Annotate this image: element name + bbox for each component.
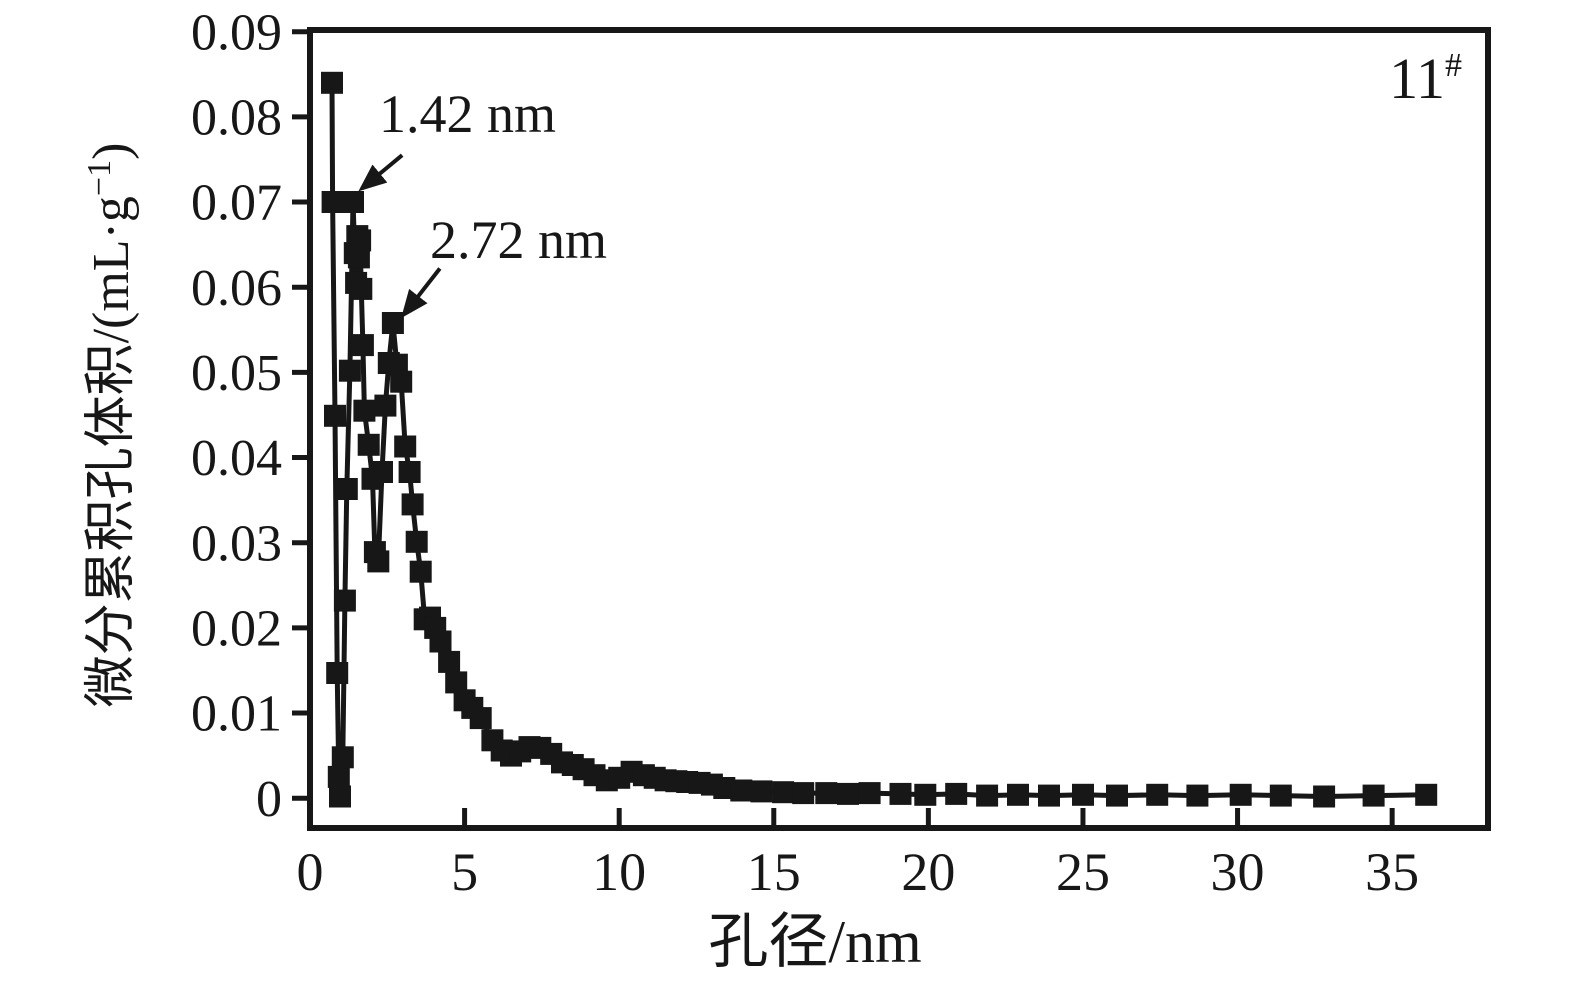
data-point-marker [390, 370, 413, 393]
y-axis-title-superscript: −1 [81, 160, 118, 196]
y-axis-title-close: ) [83, 143, 140, 160]
data-point-marker [1313, 785, 1336, 808]
data-point-marker [353, 399, 376, 422]
sample-label-base: 11 [1389, 46, 1445, 111]
y-tick-label: 0.05 [191, 345, 282, 402]
data-point-marker [914, 783, 937, 806]
data-point-marker [409, 560, 432, 583]
data-point-marker [1362, 784, 1385, 807]
annotation-arrow [358, 153, 404, 192]
x-tick-label: 0 [297, 842, 324, 902]
x-axis-title: 孔径/nm [708, 909, 921, 975]
data-point-marker [324, 404, 346, 427]
data-point-marker [1106, 784, 1128, 807]
data-point-marker [405, 530, 428, 553]
y-axis-title-base: 微分累积孔体积/(mL·g [83, 196, 140, 707]
data-point-marker [347, 246, 370, 269]
data-point-marker [1038, 784, 1060, 807]
data-point-marker [1269, 784, 1292, 807]
y-tick-label: 0.03 [191, 515, 282, 572]
data-point-marker [976, 784, 999, 807]
data-point-marker [338, 359, 361, 382]
data-point-marker [889, 782, 912, 805]
y-tick-label: 0.01 [191, 686, 282, 743]
y-tick-label: 0 [256, 771, 282, 828]
data-point-marker [837, 782, 859, 805]
data-point-marker [331, 746, 354, 769]
data-point-marker [374, 394, 397, 417]
data-point-marker [350, 277, 373, 300]
y-tick-label: 0.04 [191, 430, 282, 487]
y-tick-label: 0.08 [191, 90, 282, 147]
data-point-marker [349, 229, 372, 252]
data-point-marker [792, 782, 815, 805]
data-point-marker [1415, 783, 1438, 806]
data-point-marker [333, 589, 356, 612]
sample-label-superscript: # [1445, 47, 1462, 84]
x-tick-label: 30 [1211, 842, 1265, 902]
data-point-marker [394, 435, 417, 458]
data-point-marker [367, 550, 390, 573]
data-point-marker [401, 493, 424, 516]
x-tick-label: 20 [901, 842, 955, 902]
data-point-marker [750, 780, 773, 803]
data-point-marker [398, 461, 421, 483]
data-point-marker [429, 630, 452, 653]
data-point-marker [1229, 783, 1252, 806]
data-point-marker [445, 671, 468, 694]
y-tick-label: 0.07 [191, 175, 282, 232]
data-point-marker [1186, 784, 1209, 807]
data-point-marker [469, 707, 492, 730]
data-point-marker [730, 779, 753, 802]
x-tick-label: 5 [451, 842, 478, 902]
data-point-marker [1072, 783, 1094, 806]
y-tick-label: 0.02 [191, 601, 282, 658]
plot-border [307, 27, 1491, 831]
data-point-marker [371, 461, 393, 483]
data-point-marker [351, 334, 374, 357]
data-point-marker [357, 433, 380, 456]
annotation-text: 2.72 nm [430, 210, 607, 270]
data-point-marker [1146, 783, 1169, 806]
data-series-line [329, 82, 1427, 800]
x-tick-label: 15 [747, 842, 801, 902]
data-point-marker [342, 191, 364, 213]
x-tick-label: 35 [1365, 842, 1419, 902]
data-point-marker [327, 765, 350, 788]
data-point-marker [1007, 783, 1029, 806]
y-axis-title: 微分累积孔体积/(mL·g−1) [81, 143, 140, 708]
y-tick-label: 0.09 [191, 4, 282, 61]
data-point-marker [326, 662, 349, 684]
sample-label: 11# [1389, 46, 1462, 111]
data-point-marker [335, 478, 358, 500]
data-point-marker [945, 782, 968, 805]
data-point-marker [815, 782, 838, 805]
x-tick-label: 25 [1056, 842, 1110, 902]
y-tick-label: 0.06 [191, 260, 282, 317]
annotation-text: 1.42 nm [379, 84, 556, 144]
data-point-marker [713, 777, 736, 799]
data-point-marker [381, 312, 404, 334]
data-point-marker [772, 781, 795, 804]
data-point-marker [321, 71, 343, 94]
data-point-marker [385, 353, 408, 376]
x-tick-label: 10 [592, 842, 646, 902]
data-point-marker [321, 191, 344, 213]
annotation-arrow [401, 267, 442, 319]
data-point-marker [438, 650, 461, 673]
data-point-marker [858, 782, 881, 805]
data-point-marker [329, 785, 351, 808]
